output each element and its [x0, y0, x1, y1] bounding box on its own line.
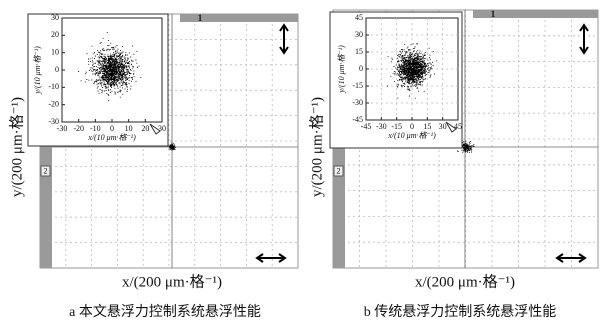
y-tick-label: 15 — [355, 47, 363, 56]
x-tick-label: -30 — [376, 122, 387, 131]
y-tick-label: 45 — [355, 13, 363, 22]
caption: b 传统悬浮力控制系统悬浮性能 — [364, 304, 557, 320]
y-tick-label: 10 — [51, 47, 59, 56]
x-tick-label: -10 — [90, 124, 101, 133]
x-tick-label: -20 — [73, 124, 84, 133]
x-tick-label: -15 — [391, 122, 402, 131]
x-axis-label: x/(200 μm·格⁻¹) — [415, 273, 515, 290]
y-tick-label: -20 — [48, 99, 59, 108]
side-bar — [40, 140, 52, 268]
inset-y-label: y/(10 μm·格⁻¹) — [337, 45, 346, 94]
y-tick-label: -30 — [48, 117, 59, 126]
y-tick-label: -30 — [352, 98, 363, 107]
ref-marker: 2 — [44, 166, 48, 175]
x-tick-label: 15 — [423, 122, 431, 131]
x-tick-label: 0 — [410, 122, 414, 131]
channel-marker: 1 — [198, 13, 203, 23]
figure: 12-30-20-1001020303020100-10-20-30x/(10 … — [0, 0, 604, 326]
x-tick-label: 20 — [141, 124, 149, 133]
y-tick-label: -15 — [352, 81, 363, 90]
y-tick-label: 20 — [51, 30, 59, 39]
inset-x-label: x/(10 μm·格⁻¹) — [87, 133, 136, 142]
x-axis-label: x/(200 μm·格⁻¹) — [122, 273, 222, 290]
y-tick-label: 0 — [55, 65, 59, 74]
inset-x-label: x/(10 μm·格⁻¹) — [387, 131, 436, 140]
y-tick-label: 30 — [355, 30, 363, 39]
y-tick-label: 30 — [51, 13, 59, 22]
caption: a 本文悬浮力控制系统悬浮性能 — [69, 304, 261, 320]
inset-y-label: y/(10 μm·格⁻¹) — [33, 46, 42, 95]
x-tick-label: 30 — [439, 122, 447, 131]
x-tick-label: 0 — [110, 124, 114, 133]
y-axis-label: y/(200 μm·格⁻¹) — [8, 97, 25, 197]
channel-marker: 1 — [491, 9, 496, 19]
y-tick-label: -10 — [48, 82, 59, 91]
x-tick-label: 10 — [125, 124, 133, 133]
side-bar — [333, 140, 345, 268]
ref-marker: 2 — [337, 166, 341, 175]
y-tick-label: 0 — [359, 64, 363, 73]
y-axis-label: y/(200 μm·格⁻¹) — [308, 97, 325, 197]
y-tick-label: -45 — [352, 115, 363, 124]
